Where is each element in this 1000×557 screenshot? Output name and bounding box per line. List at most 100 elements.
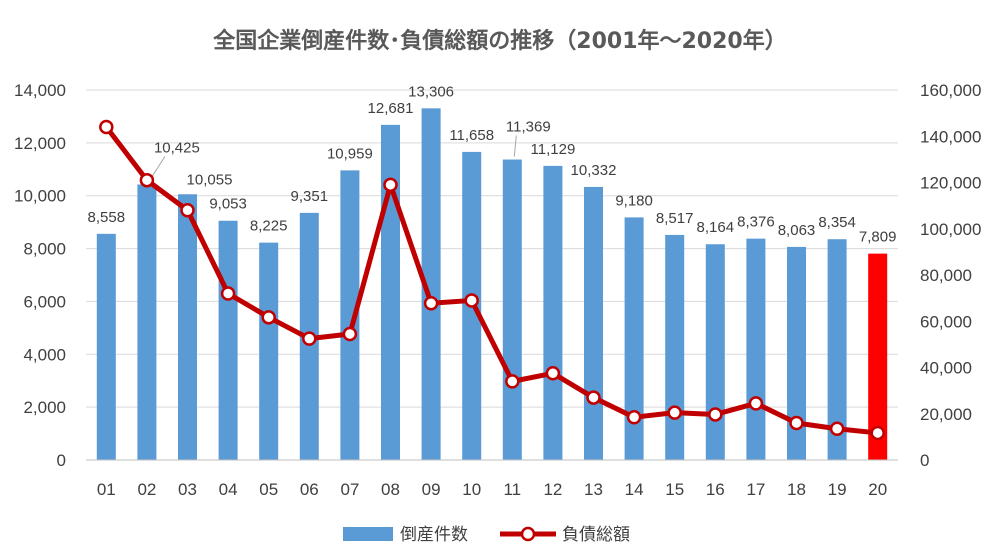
- bar: [746, 238, 766, 460]
- bar-data-label: 8,164: [697, 219, 735, 236]
- right-axis: 0 20,000 40,000 60,000 80,000 100,000 120,000 1…: [920, 81, 981, 470]
- left-tick-label: 2,000: [23, 398, 66, 417]
- line-point: [870, 425, 885, 441]
- line-point: [586, 390, 601, 405]
- line-point: [829, 421, 845, 437]
- x-tick-label: 16: [706, 480, 725, 499]
- bar-data-label: 10,959: [327, 145, 373, 162]
- x-tick-label: 13: [584, 480, 603, 499]
- left-tick-label: 14,000: [14, 81, 66, 100]
- bar-data-label: 12,681: [368, 100, 414, 117]
- bar: [137, 184, 157, 460]
- line-series: [99, 119, 885, 441]
- bar: [421, 108, 441, 460]
- right-tick-label: 20,000: [920, 405, 972, 424]
- line-point: [220, 286, 236, 301]
- left-tick-label: 8,000: [23, 240, 66, 259]
- bar-data-label: 7,809: [859, 229, 897, 246]
- left-tick-label: 4,000: [23, 345, 66, 364]
- bar-data-label: 11,658: [449, 127, 494, 144]
- x-tick-label: 03: [178, 480, 197, 499]
- bar-data-label: 10,332: [571, 162, 617, 179]
- bar: [827, 239, 847, 460]
- right-tick-label: 120,000: [920, 174, 981, 193]
- x-tick-label: 10: [462, 480, 481, 499]
- x-tick-label: 11: [503, 480, 521, 499]
- line-point: [626, 409, 642, 425]
- x-tick-label: 02: [137, 480, 156, 499]
- x-tick-label: 20: [868, 480, 887, 499]
- line-point: [748, 396, 764, 411]
- line-point: [139, 172, 155, 188]
- bar-data-label: 9,351: [291, 188, 329, 205]
- gridlines: [86, 89, 898, 461]
- bar: [502, 159, 522, 460]
- legend: 倒産件数 負債総額: [343, 525, 630, 545]
- right-tick-label: 80,000: [920, 266, 972, 285]
- right-tick-label: 160,000: [920, 81, 981, 100]
- left-tick-label: 10,000: [14, 187, 66, 206]
- bar-data-label: 13,306: [408, 83, 454, 100]
- legend-label-line: 負債総額: [562, 525, 630, 545]
- line-point: [342, 326, 358, 342]
- line-point: [505, 374, 520, 389]
- x-tick-label: 08: [381, 480, 400, 499]
- chart-title: 全国企業倒産件数･負債総額の推移（2001年～2020年）: [212, 28, 786, 54]
- bar-data-label: 8,225: [250, 218, 288, 235]
- x-tick-label: 01: [97, 480, 116, 499]
- line-point: [383, 177, 398, 193]
- bar: [218, 220, 238, 460]
- data-label-leader: [513, 135, 517, 157]
- left-tick-label: 6,000: [23, 292, 66, 311]
- bar: [96, 233, 116, 460]
- x-tick-label: 05: [259, 480, 278, 499]
- x-tick-label: 07: [340, 480, 359, 499]
- bar: [868, 253, 888, 460]
- x-tick-label: 15: [665, 480, 684, 499]
- line-point: [708, 407, 723, 422]
- bar-data-label: 9,053: [209, 196, 247, 213]
- bar-data-label: 9,180: [615, 192, 653, 209]
- bar: [665, 234, 685, 460]
- bar-data-label: 8,354: [818, 214, 856, 231]
- line-point: [180, 203, 195, 218]
- bar-data-label: 11,129: [531, 141, 576, 158]
- x-tick-label: 18: [787, 480, 806, 499]
- x-tick-label: 09: [422, 480, 441, 499]
- bar-data-label: 10,425: [154, 139, 200, 156]
- x-tick-label: 14: [625, 480, 644, 499]
- bar: [787, 246, 806, 460]
- line-point: [789, 415, 804, 431]
- right-tick-label: 100,000: [920, 220, 981, 239]
- left-tick-label: 0: [57, 451, 66, 470]
- bar: [584, 186, 603, 460]
- bar: [178, 194, 197, 460]
- bar: [543, 165, 563, 460]
- right-tick-label: 0: [920, 451, 929, 470]
- bar: [259, 242, 279, 460]
- x-tick-label: 12: [543, 480, 562, 499]
- bar: [705, 244, 725, 460]
- line-point: [423, 295, 439, 311]
- bar-data-label: 8,063: [778, 222, 816, 239]
- right-tick-label: 60,000: [920, 312, 972, 331]
- x-tick-label: 06: [300, 480, 319, 499]
- x-tick-label: 17: [746, 480, 765, 499]
- bar-data-label: 8,558: [88, 209, 126, 226]
- right-tick-label: 40,000: [920, 359, 972, 378]
- line-point: [464, 293, 479, 308]
- x-tick-label: 04: [219, 480, 238, 499]
- line-point: [99, 119, 114, 135]
- line-point: [302, 331, 317, 346]
- line-point: [261, 310, 276, 325]
- x-tick-label: 19: [828, 480, 847, 499]
- legend-label-bar: 倒産件数: [400, 525, 468, 545]
- bar-data-label: 10,055: [187, 171, 233, 188]
- right-tick-label: 140,000: [920, 127, 981, 146]
- bar-data-label: 8,517: [656, 210, 694, 227]
- legend-swatch-bar: [343, 527, 393, 541]
- line-point: [667, 405, 682, 420]
